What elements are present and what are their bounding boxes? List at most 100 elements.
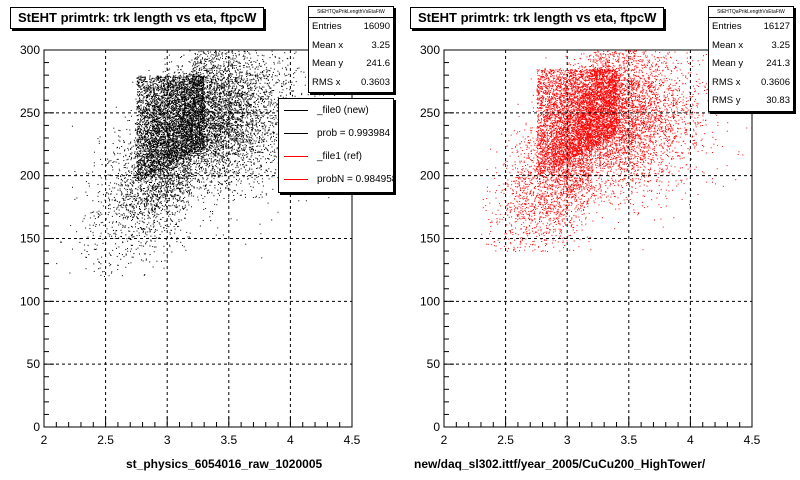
scatter-point (227, 172, 229, 174)
scatter-point (226, 159, 228, 161)
scatter-point (148, 188, 149, 190)
scatter-point (136, 197, 138, 199)
scatter-point (109, 188, 111, 190)
scatter-point (205, 168, 206, 170)
scatter-point (184, 217, 186, 219)
scatter-point (110, 193, 112, 195)
scatter-point (223, 105, 225, 107)
scatter-point (224, 128, 225, 130)
scatter-point (236, 111, 238, 112)
scatter-point (182, 163, 184, 165)
scatter-point (239, 99, 241, 101)
scatter-point (251, 120, 253, 122)
scatter-point (206, 79, 208, 81)
scatter-point (181, 98, 183, 100)
scatter-point (185, 148, 186, 150)
scatter-point (243, 158, 245, 160)
scatter-point (257, 104, 259, 106)
scatter-point (253, 90, 255, 91)
scatter-point (99, 224, 100, 226)
scatter-point (239, 85, 241, 87)
scatter-point (211, 92, 213, 94)
scatter-point (218, 79, 219, 81)
scatter-point (223, 93, 225, 95)
scatter-point (153, 187, 155, 189)
scatter-point (267, 96, 269, 98)
scatter-point (220, 156, 222, 158)
scatter-point (239, 125, 241, 127)
scatter-point (217, 139, 219, 141)
scatter-point (190, 74, 192, 76)
scatter-point (187, 147, 189, 149)
scatter-point (208, 104, 210, 106)
scatter-point (135, 171, 136, 172)
scatter-point (261, 96, 263, 98)
scatter-point (170, 205, 172, 207)
scatter-point (173, 113, 175, 115)
scatter-point (250, 83, 252, 84)
scatter-point (174, 214, 176, 216)
scatter-point (148, 187, 150, 189)
scatter-point (257, 118, 259, 120)
scatter-point (98, 201, 100, 203)
scatter-point (234, 53, 236, 55)
scatter-point (198, 114, 199, 116)
scatter-point (215, 139, 217, 141)
scatter-point (284, 75, 286, 77)
scatter-point (157, 171, 159, 173)
scatter-point (214, 135, 216, 137)
scatter-point (120, 175, 122, 177)
scatter-point (239, 138, 241, 139)
scatter-point (266, 67, 268, 69)
scatter-point (149, 172, 151, 174)
scatter-point (204, 154, 205, 156)
scatter-point (245, 164, 247, 166)
scatter-point (235, 173, 237, 175)
scatter-point (166, 144, 168, 146)
scatter-point (247, 93, 249, 95)
scatter-point (171, 168, 173, 170)
scatter-point (222, 156, 224, 158)
scatter-point (98, 142, 100, 144)
scatter-point (193, 156, 195, 158)
scatter-point (104, 124, 106, 126)
scatter-point (266, 140, 268, 142)
scatter-point (216, 94, 218, 96)
scatter-point (167, 166, 169, 168)
scatter-point (215, 155, 217, 157)
scatter-point (294, 72, 296, 74)
scatter-point (164, 197, 166, 199)
scatter-point (175, 222, 177, 224)
scatter-point (141, 183, 143, 185)
scatter-point (210, 84, 211, 85)
scatter-point (217, 125, 219, 127)
scatter-point (210, 120, 212, 122)
scatter-point (219, 150, 221, 152)
scatter-point (142, 160, 143, 162)
scatter-point (147, 215, 149, 217)
scatter-point (213, 65, 215, 67)
scatter-point (233, 124, 235, 126)
scatter-point (183, 201, 185, 203)
scatter-point (214, 153, 216, 155)
scatter-point (219, 194, 220, 196)
scatter-point (248, 105, 250, 107)
scatter-point (118, 202, 120, 204)
scatter-point (189, 178, 191, 180)
scatter-point (200, 88, 202, 89)
scatter-point (264, 75, 266, 77)
scatter-point (195, 116, 197, 118)
scatter-point (182, 178, 183, 179)
scatter-point (190, 163, 191, 165)
scatter-point (216, 87, 218, 89)
scatter-point (198, 188, 200, 190)
scatter-point (245, 146, 247, 148)
scatter-point (236, 134, 237, 135)
scatter-point (173, 72, 175, 74)
scatter-point (186, 173, 188, 175)
scatter-point (217, 171, 218, 173)
scatter-point (241, 88, 243, 90)
scatter-point (74, 198, 76, 200)
scatter-point (106, 192, 108, 194)
scatter-point (205, 58, 207, 60)
